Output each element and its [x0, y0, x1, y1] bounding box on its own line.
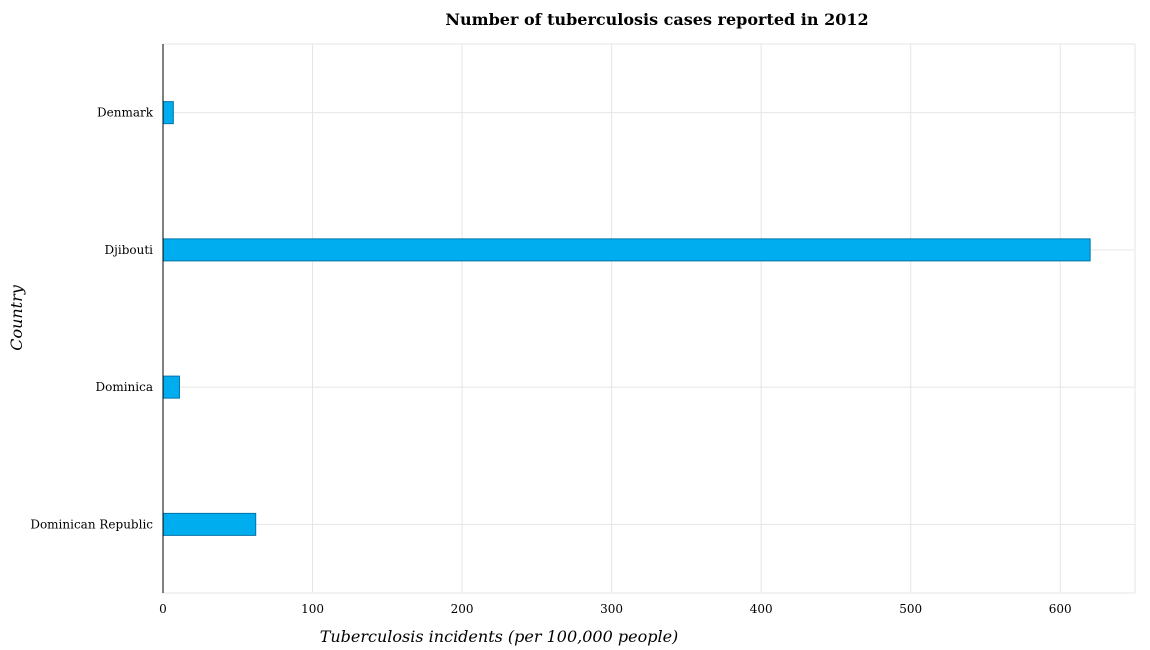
grid-lines: [162, 43, 1136, 594]
bar-djibouti: [162, 238, 1091, 262]
bar-dominica: [162, 375, 180, 399]
x-tick-label: 200: [451, 602, 474, 616]
chart-title: Number of tuberculosis cases reported in…: [445, 10, 868, 29]
x-axis-label: Tuberculosis incidents (per 100,000 peop…: [320, 627, 679, 646]
x-tick-label: 400: [750, 602, 773, 616]
y-tick-label: Dominican Republic: [30, 517, 153, 531]
x-tick-label: 300: [600, 602, 623, 616]
y-tick-label: Denmark: [97, 106, 154, 120]
x-tick-label: 100: [301, 602, 324, 616]
bar-dominican-republic: [162, 512, 257, 536]
bar-denmark: [162, 101, 174, 125]
y-tick-label: Djibouti: [105, 243, 154, 257]
bars: [162, 101, 1091, 536]
x-tick-label: 0: [159, 602, 167, 616]
x-tick-labels: 0 100 200 300 400 500 600: [159, 602, 1072, 616]
y-axis-label: Country: [7, 284, 26, 351]
x-tick-label: 500: [899, 602, 922, 616]
x-tick-label: 600: [1049, 602, 1072, 616]
y-tick-label: Dominica: [95, 380, 153, 394]
y-tick-labels: Denmark Djibouti Dominica Dominican Republi…: [30, 106, 153, 532]
